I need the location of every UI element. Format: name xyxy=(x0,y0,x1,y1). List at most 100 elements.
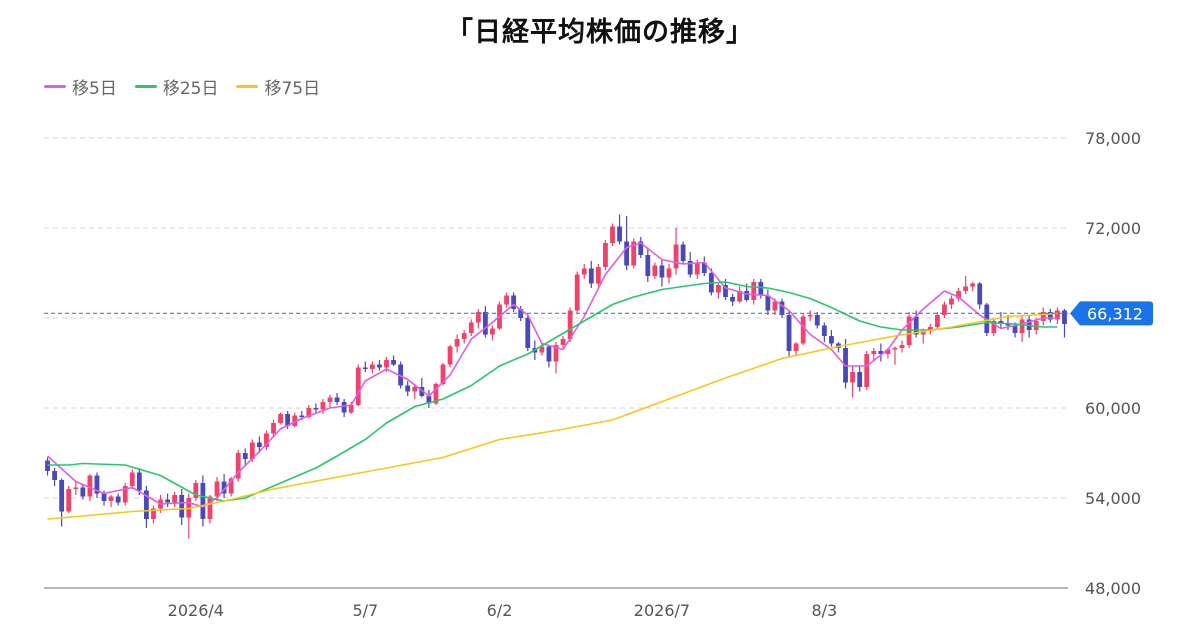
candle-body-down xyxy=(878,351,884,354)
candle-body-up xyxy=(264,433,269,447)
candle-body-down xyxy=(115,496,121,503)
candle-layer xyxy=(45,214,1067,539)
candle-body-up xyxy=(151,508,156,519)
candle-body-down xyxy=(179,495,185,518)
candle-body-down xyxy=(285,414,291,426)
candle-body-down xyxy=(1005,324,1011,326)
candle-body-up xyxy=(694,262,700,275)
legend-item-ma75[interactable]: 移75日 xyxy=(236,74,320,99)
candle-body-up xyxy=(369,364,375,369)
candle-body-up xyxy=(320,402,326,410)
candle-body-up xyxy=(885,349,891,354)
candle-body-up xyxy=(172,495,178,503)
candle-body-up xyxy=(433,384,439,404)
candle-body-up xyxy=(737,291,743,302)
candle-body-down xyxy=(391,360,396,365)
candle-body-up xyxy=(490,328,495,335)
candle-body-down xyxy=(814,315,820,326)
candle-body-down xyxy=(617,226,622,242)
candle-body-up xyxy=(327,397,333,402)
candle-body-up xyxy=(348,405,354,413)
candle-body-up xyxy=(384,360,389,368)
candle-body-up xyxy=(122,486,128,503)
ma25-line xyxy=(47,281,1058,502)
candle-body-up xyxy=(567,310,573,339)
candle-body-up xyxy=(66,489,72,512)
candle-body-down xyxy=(398,364,404,386)
candle-body-up xyxy=(864,354,870,387)
candle-body-down xyxy=(511,295,517,309)
candle-body-down xyxy=(758,282,764,296)
chart-legend: 移5日 移25日 移75日 xyxy=(44,74,320,99)
candle-body-up xyxy=(504,295,509,305)
y-tick-label: 48,000 xyxy=(1085,579,1141,598)
candle-body-up xyxy=(603,243,608,267)
candle-body-down xyxy=(624,241,630,266)
candle-body-up xyxy=(440,364,446,384)
candle-body-up xyxy=(1055,310,1060,320)
candle-body-down xyxy=(701,262,707,273)
legend-swatch-ma5 xyxy=(44,85,66,88)
candle-body-down xyxy=(143,490,149,519)
candle-body-down xyxy=(744,291,750,300)
candle-body-down xyxy=(242,453,248,459)
candle-body-down xyxy=(680,244,686,261)
candle-body-up xyxy=(193,483,199,498)
candle-body-up xyxy=(355,367,361,405)
x-tick-label: 5/7 xyxy=(352,601,378,620)
legend-item-ma5[interactable]: 移5日 xyxy=(44,74,117,99)
candle-body-down xyxy=(786,315,792,351)
candle-body-down xyxy=(723,285,728,297)
x-tick-label: 2026/7 xyxy=(634,601,690,620)
candle-body-down xyxy=(200,483,206,519)
candle-body-up xyxy=(475,312,481,323)
candle-body-down xyxy=(80,487,86,497)
candle-body-up xyxy=(553,345,559,362)
candle-body-down xyxy=(299,415,305,417)
candle-body-down xyxy=(1047,312,1053,320)
candle-body-up xyxy=(800,316,806,344)
label-layer: 66,312 xyxy=(44,301,1153,326)
candle-body-up xyxy=(610,226,615,243)
candle-body-up xyxy=(666,268,672,278)
candle-body-down xyxy=(829,336,834,344)
candle-body-down xyxy=(1062,310,1067,324)
chart-title: 「日経平均株価の推移」 xyxy=(446,17,754,48)
ma5-line xyxy=(46,242,1058,508)
candle-body-up xyxy=(871,351,877,354)
candle-body-up xyxy=(228,478,234,494)
legend-label-ma25: 移25日 xyxy=(162,79,219,99)
candle-body-up xyxy=(447,346,453,365)
candle-body-up xyxy=(807,315,813,317)
legend-swatch-ma75 xyxy=(236,85,259,88)
candle-body-down xyxy=(821,325,827,336)
candle-body-down xyxy=(638,241,644,255)
candle-body-up xyxy=(454,339,460,347)
candle-body-down xyxy=(659,265,665,278)
candle-body-up xyxy=(652,265,658,276)
last-price-badge xyxy=(1070,301,1153,326)
candle-body-down xyxy=(221,481,227,494)
candle-body-up xyxy=(892,348,898,350)
candle-body-up xyxy=(899,345,905,348)
candle-body-up xyxy=(991,321,997,333)
candle-body-down xyxy=(426,396,432,404)
candle-body-down xyxy=(59,480,65,512)
candle-body-up xyxy=(278,414,283,423)
x-tick-label: 6/2 xyxy=(487,601,513,620)
candle-body-up xyxy=(306,408,312,417)
candle-body-up xyxy=(108,496,114,501)
candle-body-up xyxy=(673,244,679,269)
candle-body-down xyxy=(546,346,552,362)
candle-body-down xyxy=(334,397,340,402)
y-tick-label: 54,000 xyxy=(1085,489,1141,508)
candle-body-down xyxy=(136,472,142,491)
candle-body-down xyxy=(362,367,368,369)
candle-body-down xyxy=(588,268,594,284)
candle-body-down xyxy=(730,297,735,302)
candle-body-up xyxy=(468,322,474,333)
legend-item-ma25[interactable]: 移25日 xyxy=(134,74,219,99)
candle-body-up xyxy=(716,285,721,293)
x-tick-label: 2026/4 xyxy=(168,601,224,620)
